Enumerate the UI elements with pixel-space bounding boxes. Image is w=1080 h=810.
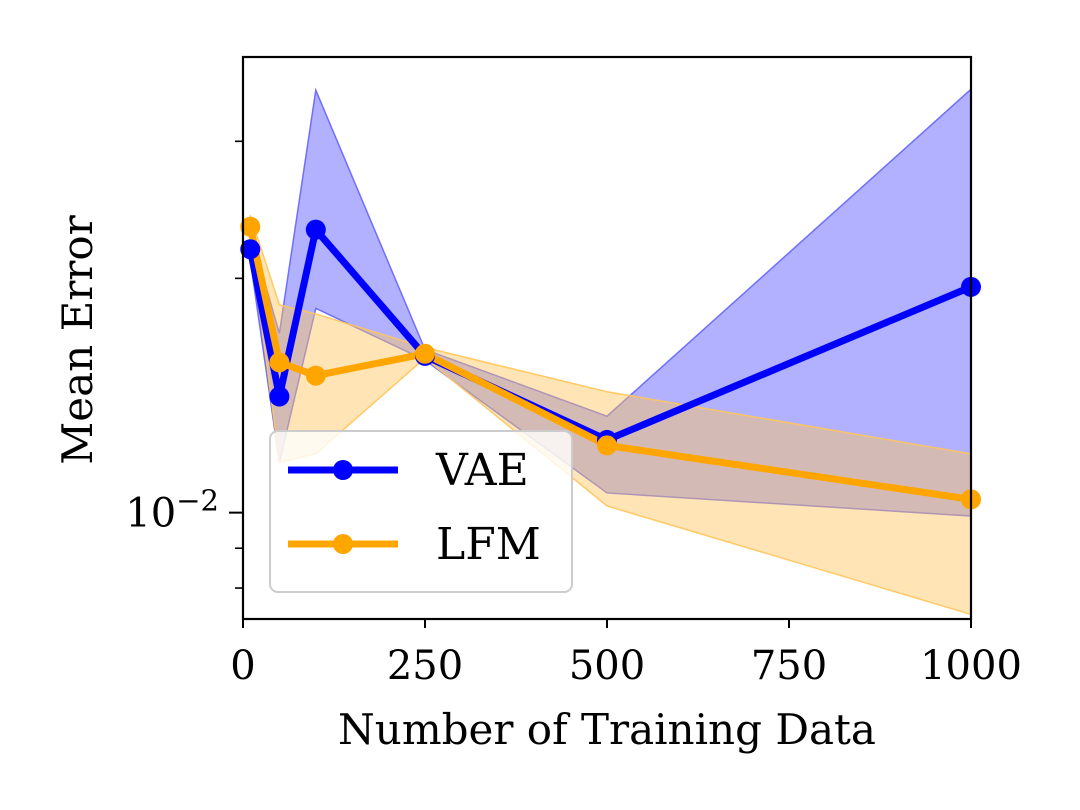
x-tick-label: 250 — [387, 643, 463, 689]
lfm-point — [269, 352, 290, 373]
x-axis-label: Number of Training Data — [338, 705, 876, 754]
x-tick-label: 750 — [751, 643, 827, 689]
vae-point — [240, 239, 261, 260]
y-axis-ticks: 10−2 — [125, 140, 243, 589]
vae-point — [269, 386, 290, 407]
series-lines — [246, 223, 975, 503]
legend-vae-marker — [333, 460, 353, 480]
legend: VAE LFM — [269, 430, 573, 593]
legend-vae-label: VAE — [435, 445, 529, 496]
x-axis-ticks: 0 250 500 750 1000 — [230, 619, 1022, 689]
y-tick-label: 10−2 — [125, 484, 219, 537]
lfm-line — [246, 223, 975, 503]
lfm-point — [305, 365, 326, 386]
x-tick-label: 1000 — [920, 643, 1022, 689]
lfm-point — [240, 216, 261, 237]
x-tick-label: 0 — [230, 643, 255, 689]
legend-lfm-marker — [333, 534, 353, 554]
legend-lfm-label: LFM — [436, 519, 541, 570]
vae-line — [246, 226, 975, 444]
lfm-point — [597, 435, 617, 456]
lfm-point — [415, 343, 435, 364]
vae-point — [305, 219, 326, 240]
x-tick-label: 500 — [569, 643, 645, 689]
y-axis-label: Mean Error — [53, 214, 102, 464]
